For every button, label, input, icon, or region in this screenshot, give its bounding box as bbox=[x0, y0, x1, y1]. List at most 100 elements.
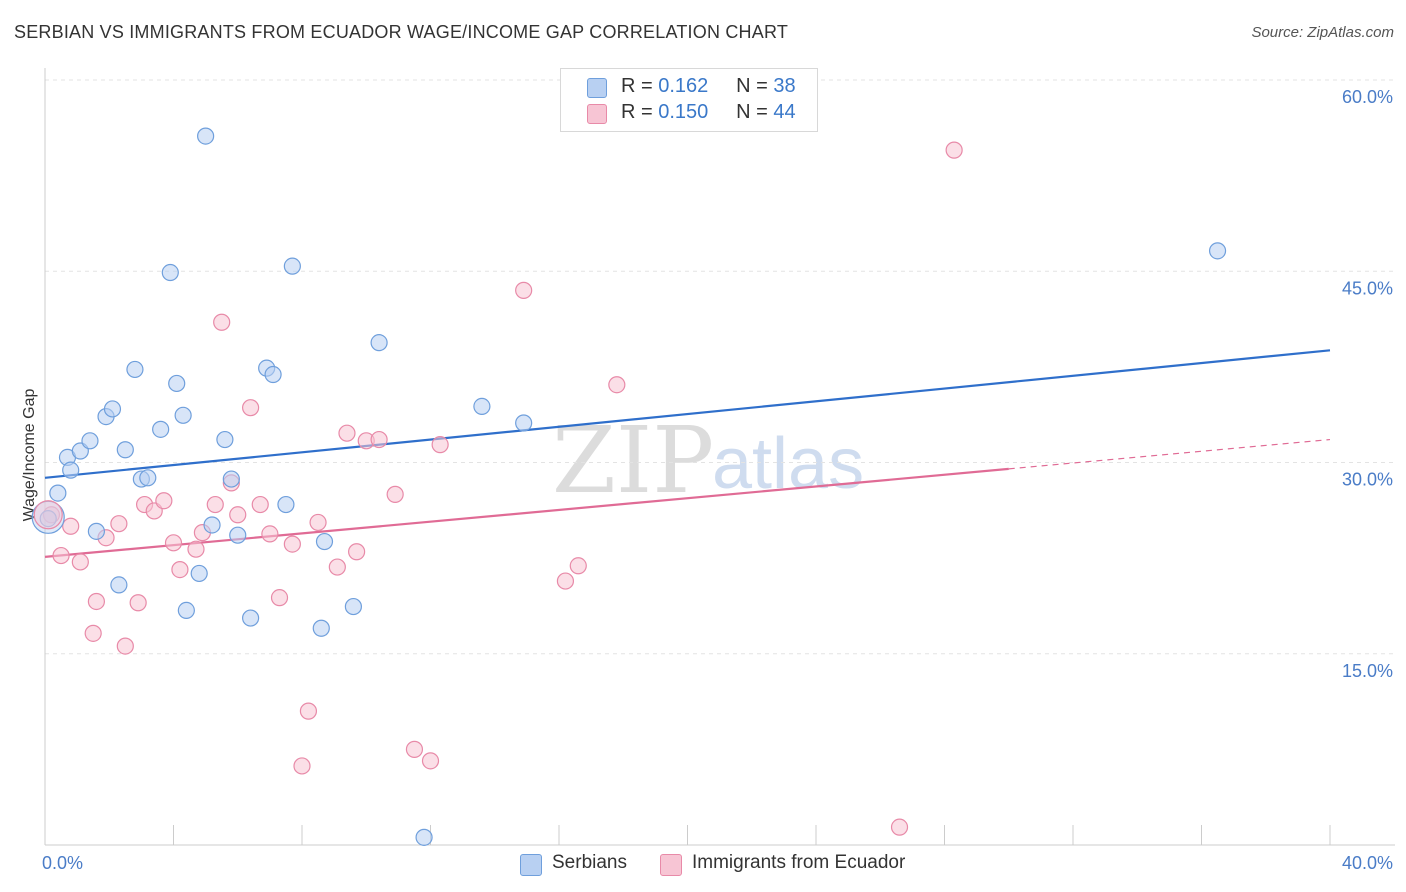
legend-r-label: R = bbox=[621, 101, 653, 123]
point-ecuador bbox=[405, 740, 424, 758]
point-serbians bbox=[161, 263, 179, 282]
point-serbians bbox=[126, 360, 144, 379]
source-label: Source: ZipAtlas.com bbox=[1251, 24, 1394, 41]
x-tick-label: 0.0% bbox=[42, 853, 83, 873]
trend-line-ecuador bbox=[44, 467, 1009, 558]
point-serbians bbox=[473, 397, 491, 415]
y-axis-label: Wage/Income Gap bbox=[21, 389, 38, 522]
point-serbians bbox=[203, 516, 221, 534]
point-serbians bbox=[139, 469, 157, 487]
bottom-swatch-ecuador bbox=[660, 854, 682, 876]
point-ecuador bbox=[309, 513, 327, 532]
point-ecuador bbox=[129, 594, 147, 612]
point-serbians bbox=[344, 597, 362, 616]
tick-labels: 15.0% 30.0% 45.0% 60.0% 0.0% 40.0% bbox=[42, 87, 1393, 873]
point-ecuador bbox=[213, 313, 231, 331]
x-tick-label: 40.0% bbox=[1342, 853, 1393, 873]
point-serbians bbox=[515, 414, 533, 432]
trend-lines bbox=[44, 349, 1331, 558]
point-serbians bbox=[216, 430, 234, 449]
point-serbians bbox=[1208, 242, 1227, 260]
point-ecuador bbox=[348, 543, 366, 561]
point-ecuador bbox=[116, 637, 134, 655]
point-serbians bbox=[49, 484, 67, 502]
legend-n-label: N = bbox=[736, 101, 768, 123]
point-ecuador bbox=[229, 506, 247, 524]
point-serbians bbox=[222, 470, 240, 488]
legend-n-label: N = bbox=[736, 75, 768, 97]
point-ecuador bbox=[299, 702, 318, 720]
point-ecuador bbox=[945, 141, 963, 159]
point-ecuador bbox=[890, 818, 909, 836]
chart-title: SERBIAN VS IMMIGRANTS FROM ECUADOR WAGE/… bbox=[14, 22, 789, 42]
point-ecuador bbox=[71, 553, 89, 571]
bottom-legend-label: Immigrants from Ecuador bbox=[692, 852, 906, 873]
point-serbians bbox=[168, 374, 186, 393]
stats-legend: R = 0.162 N = 38 R = 0.150 N = 44 bbox=[560, 68, 818, 132]
point-serbians bbox=[174, 406, 192, 424]
point-ecuador-cluster bbox=[33, 500, 63, 530]
point-ecuador bbox=[110, 515, 128, 533]
point-serbians bbox=[152, 420, 170, 438]
point-ecuador bbox=[187, 540, 205, 558]
y-tick-label: 15.0% bbox=[1342, 661, 1393, 681]
point-serbians bbox=[103, 400, 122, 418]
point-ecuador bbox=[206, 495, 224, 514]
point-ecuador bbox=[52, 546, 70, 565]
point-ecuador bbox=[84, 624, 102, 642]
point-ecuador bbox=[386, 485, 404, 503]
point-ecuador bbox=[283, 535, 301, 553]
gridlines bbox=[45, 79, 1395, 655]
legend-swatch-serbians bbox=[587, 78, 607, 98]
point-ecuador bbox=[370, 430, 388, 449]
point-serbians bbox=[190, 564, 208, 583]
point-ecuador bbox=[293, 757, 311, 775]
point-serbians bbox=[177, 601, 195, 620]
legend-n-value: 38 bbox=[773, 75, 796, 97]
point-ecuador bbox=[556, 572, 575, 590]
point-serbians bbox=[264, 365, 282, 384]
legend-n-value: 44 bbox=[773, 101, 796, 123]
point-ecuador bbox=[251, 495, 269, 514]
point-ecuador bbox=[164, 534, 183, 552]
bottom-legend-label: Serbians bbox=[552, 852, 627, 873]
point-ecuador bbox=[515, 281, 533, 299]
point-serbians bbox=[62, 461, 80, 479]
point-serbians bbox=[110, 576, 128, 594]
legend-r-label: R = bbox=[621, 75, 653, 97]
point-ecuador bbox=[328, 558, 346, 576]
point-serbians bbox=[415, 828, 433, 846]
legend-r-value: 0.150 bbox=[658, 101, 709, 123]
point-serbians bbox=[242, 609, 260, 627]
point-serbians bbox=[315, 532, 334, 551]
point-ecuador bbox=[62, 517, 80, 535]
point-ecuador bbox=[270, 589, 289, 607]
data-points bbox=[31, 127, 1227, 846]
axes bbox=[44, 68, 1395, 846]
y-tick-label: 30.0% bbox=[1342, 470, 1393, 490]
point-ecuador bbox=[569, 557, 587, 575]
legend-swatch-ecuador bbox=[587, 104, 607, 124]
trend-line-serbians bbox=[44, 349, 1331, 479]
point-ecuador bbox=[87, 592, 106, 611]
point-ecuador bbox=[338, 424, 356, 442]
point-serbians bbox=[283, 257, 301, 275]
point-ecuador bbox=[155, 492, 173, 510]
point-serbians bbox=[229, 526, 247, 544]
legend-r-value: 0.162 bbox=[658, 75, 709, 97]
point-serbians bbox=[370, 334, 388, 352]
y-tick-label: 60.0% bbox=[1342, 87, 1393, 107]
point-ecuador bbox=[608, 376, 626, 394]
watermark: ZIP atlas bbox=[552, 407, 864, 514]
point-serbians bbox=[312, 619, 330, 637]
point-serbians bbox=[87, 522, 106, 540]
bottom-swatch-serbians bbox=[520, 854, 542, 876]
point-ecuador bbox=[171, 560, 189, 579]
point-serbians bbox=[277, 495, 295, 514]
point-serbians bbox=[197, 127, 215, 145]
point-serbians bbox=[116, 441, 134, 459]
trend-line-ecuador-extrapolated bbox=[1008, 438, 1331, 470]
point-ecuador bbox=[431, 436, 449, 454]
point-ecuador bbox=[261, 525, 279, 543]
